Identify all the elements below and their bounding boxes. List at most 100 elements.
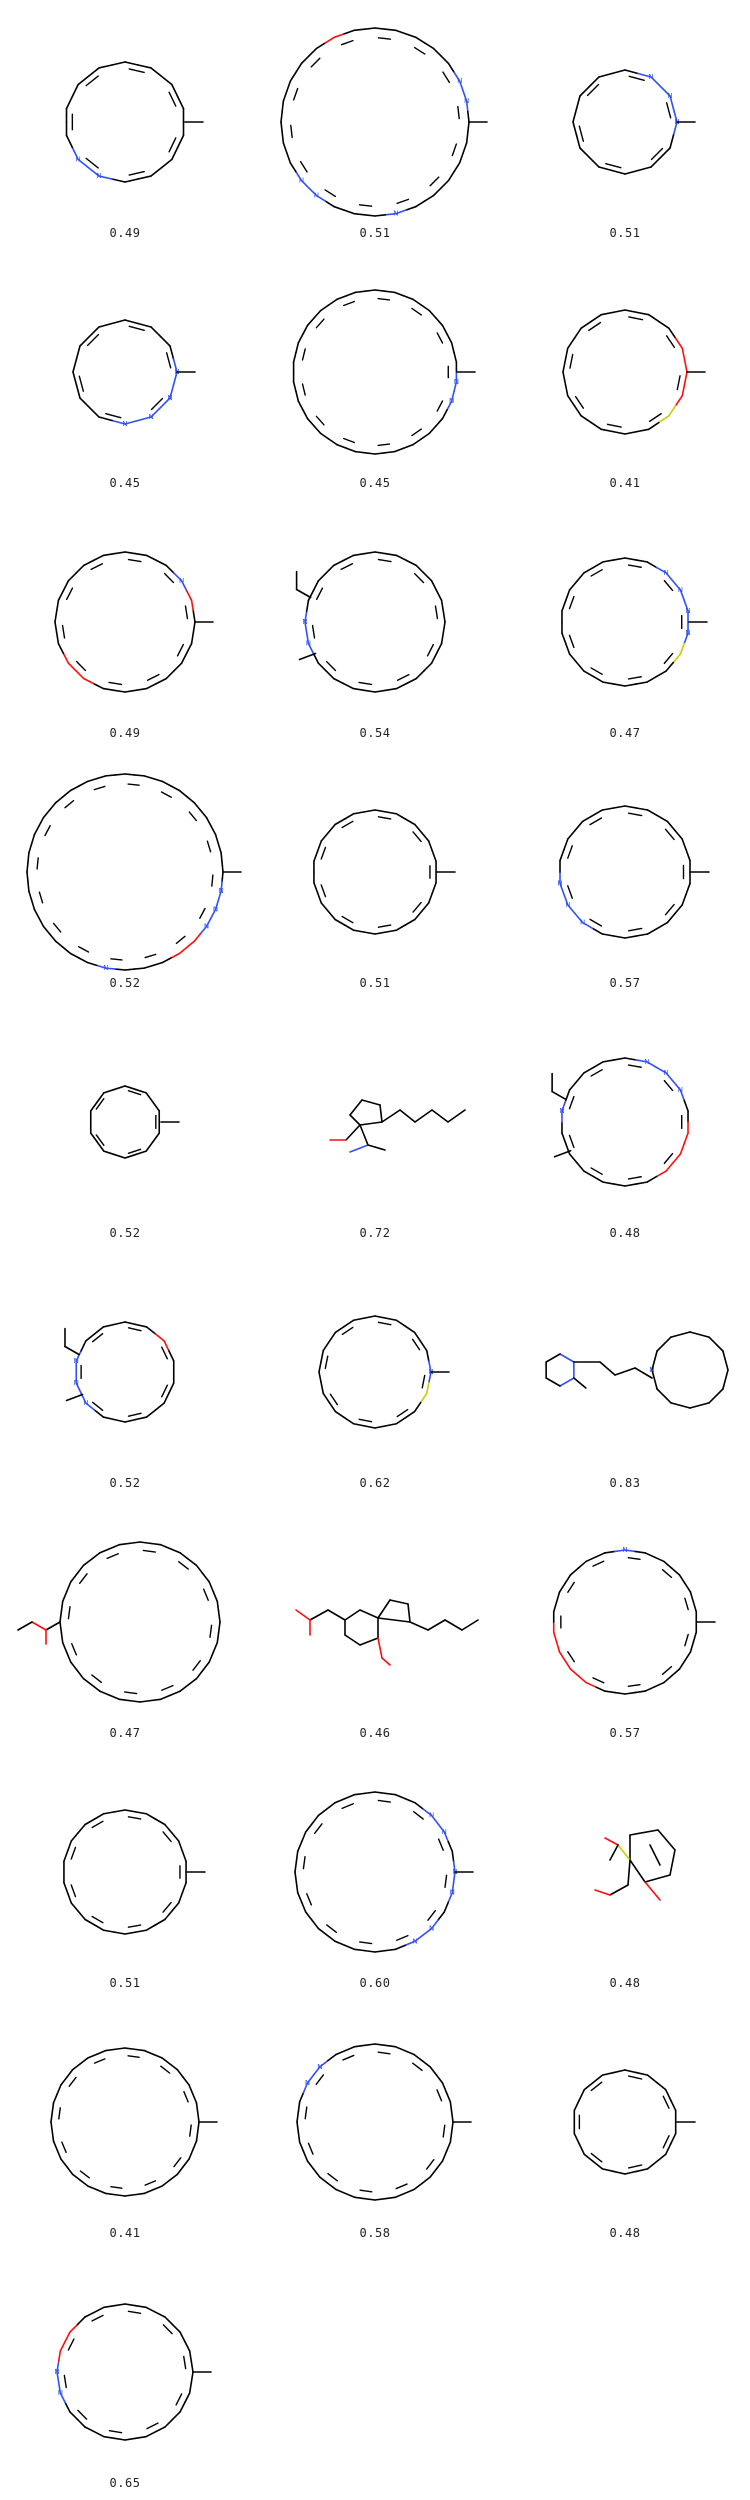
bond	[124, 2193, 136, 2197]
bond	[467, 121, 470, 134]
molecule-structure: N	[545, 1331, 729, 1409]
bond	[722, 1350, 729, 1371]
bond	[574, 395, 585, 409]
bond	[567, 885, 573, 899]
bond	[294, 1860, 298, 1873]
bond	[69, 2411, 79, 2421]
bond	[89, 1132, 99, 1143]
bond	[317, 1808, 328, 1817]
bond	[27, 880, 30, 892]
bond	[286, 152, 292, 164]
bond	[302, 409, 309, 420]
bond	[674, 337, 684, 350]
bond	[425, 1381, 430, 1395]
bond	[624, 935, 638, 939]
bond	[181, 1881, 187, 1894]
bond	[395, 1319, 407, 1328]
bond	[319, 2059, 329, 2068]
bond	[83, 677, 95, 685]
similarity-score: 0.83	[609, 1476, 641, 1490]
bond	[450, 2111, 454, 2123]
bond	[384, 2196, 396, 2200]
bond	[672, 653, 682, 664]
bond	[377, 1799, 391, 1803]
bond	[428, 1360, 432, 1373]
bond	[135, 1416, 148, 1421]
bond	[77, 75, 90, 86]
bond	[205, 917, 212, 928]
bond	[354, 450, 366, 454]
bond	[78, 780, 89, 787]
bond	[575, 1072, 585, 1083]
bond	[143, 964, 155, 969]
bond	[169, 1547, 181, 1554]
bond	[563, 838, 569, 851]
bond	[113, 2437, 126, 2441]
bond	[653, 1556, 665, 1563]
molecule-structure: NN	[295, 551, 446, 693]
bond	[150, 397, 164, 411]
bond	[684, 1651, 692, 1662]
bond	[421, 2059, 431, 2068]
bond	[85, 1402, 96, 1411]
molecule-structure	[295, 1599, 479, 1666]
bond	[186, 795, 196, 804]
bond	[664, 828, 675, 841]
bond	[352, 929, 366, 933]
bond	[184, 2392, 191, 2404]
bond	[457, 105, 460, 120]
bond	[319, 304, 330, 312]
bond	[187, 1558, 198, 1567]
bond	[195, 1564, 204, 1575]
bond	[93, 1326, 105, 1335]
bond	[656, 1336, 672, 1352]
bond	[113, 1809, 126, 1813]
bond	[612, 935, 626, 939]
bond	[394, 1944, 407, 1951]
bond	[425, 1349, 430, 1363]
bond	[311, 1919, 320, 1930]
bond	[624, 430, 638, 435]
bond	[212, 1590, 219, 1603]
atom-label: N	[314, 191, 319, 199]
bond	[327, 1609, 346, 1621]
bond	[341, 820, 354, 829]
bond	[192, 1659, 201, 1671]
bond	[61, 1641, 68, 1654]
bond	[152, 777, 164, 783]
bond	[583, 566, 595, 574]
bond	[573, 1377, 587, 1389]
bond	[65, 1581, 72, 1593]
bond	[210, 908, 217, 919]
bond	[70, 1884, 77, 1898]
molecule-structure: N N N N N	[280, 27, 488, 218]
bond	[65, 1393, 84, 1402]
bond	[282, 142, 288, 154]
bond	[124, 2303, 137, 2307]
bond	[624, 1183, 637, 1187]
bond	[437, 1838, 444, 1851]
bond	[324, 200, 336, 208]
bond	[60, 1600, 64, 1613]
bond	[106, 1553, 119, 1560]
bond	[214, 899, 220, 911]
similarity-score: 0.48	[609, 1976, 641, 1990]
bond	[298, 652, 317, 661]
bond	[377, 558, 392, 563]
bond	[425, 2159, 435, 2170]
bond	[684, 1582, 692, 1593]
bond	[590, 568, 603, 577]
bond	[564, 1574, 572, 1585]
bond	[165, 564, 175, 574]
bond	[436, 332, 444, 344]
bond	[389, 1599, 409, 1605]
bond	[168, 1350, 175, 1362]
bond	[154, 1402, 165, 1411]
bond	[679, 1089, 686, 1102]
bond	[678, 1574, 686, 1585]
bond	[77, 2409, 88, 2420]
bond	[318, 1371, 322, 1384]
similarity-score: 0.72	[359, 1226, 391, 1240]
bond	[184, 2340, 191, 2352]
molecule-structure: NN	[292, 289, 476, 455]
